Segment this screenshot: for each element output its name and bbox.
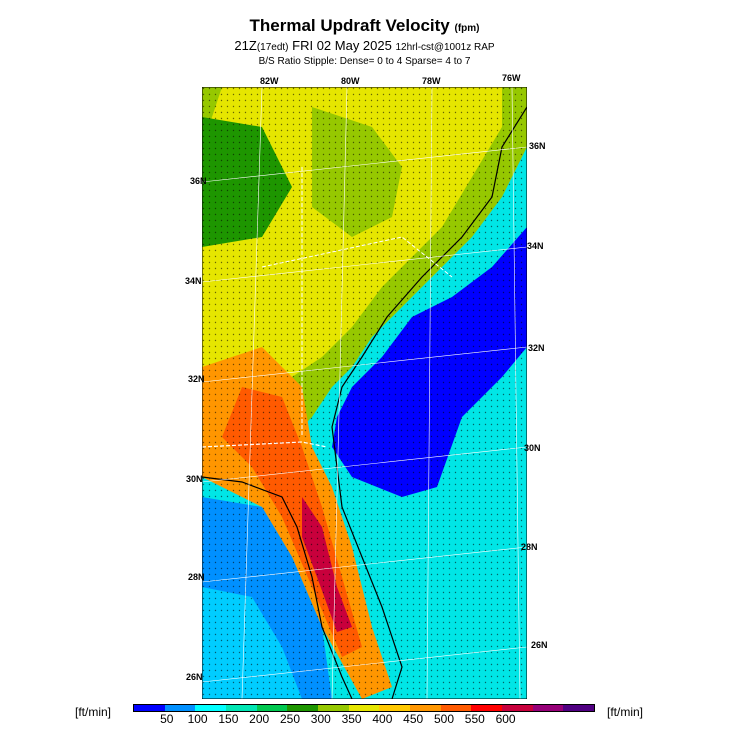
colorbar-swatch [532,705,564,711]
title-unit: (fpm) [454,23,480,34]
colorbar-unit-right: [ft/min] [607,705,644,719]
colorbar-swatch [471,705,503,711]
gulf-coastline [202,476,353,699]
state-border-fl [202,441,328,448]
lat-label-left-34n: 34N [185,276,202,286]
coastline [331,106,527,699]
lat-label-right-32n: 32N [528,343,545,353]
lat-label-right-30n: 30N [524,443,541,453]
colorbar-tick-label: 550 [464,712,485,726]
lat-lon-grid [202,87,527,699]
lon-label-80w: 80W [341,76,360,86]
colorbar-tick-label: 450 [403,712,424,726]
colorbar-swatch [256,705,288,711]
lat-label-right-36n: 36N [529,141,546,151]
colorbar-tick-label: 350 [341,712,362,726]
colorbar [133,704,595,712]
colorbar-swatch [134,705,165,711]
subtitle-model: 12hrl-cst@1001z RAP [395,42,495,53]
lat-label-left-26n: 26N [186,672,203,682]
lon-label-76w: 76W [502,73,521,83]
colorbar-tick-label: 600 [495,712,516,726]
stipple-note: B/S Ratio Stipple: Dense= 0 to 4 Sparse=… [258,56,471,67]
colorbar-tick-label: 300 [310,712,331,726]
colorbar-tick-label: 150 [218,712,239,726]
subtitle-date: FRI 02 May 2025 [292,38,392,53]
colorbar-tick-label: 100 [187,712,208,726]
colorbar-tick-label: 400 [372,712,393,726]
colorbar-swatch [348,705,380,711]
subtitle-time: 21Z [234,38,257,53]
colorbar-swatch [318,705,349,711]
colorbar-swatch [410,705,441,711]
colorbar-swatch [379,705,411,711]
lat-label-left-32n: 32N [188,374,205,384]
lat-label-left-36n: 36N [190,176,207,186]
lon-label-78w: 78W [422,76,441,86]
stipple-overlay [202,87,527,699]
colorbar-swatch [226,705,257,711]
lat-label-right-28n: 28N [521,542,538,552]
lat-label-left-30n: 30N [186,474,203,484]
colorbar-tick-label: 500 [433,712,455,726]
subtitle-line: 21Z(17edt) FRI 02 May 2025 12hrl-cst@100… [0,38,729,53]
colorbar-unit-left: [ft/min] [75,705,112,719]
subtitle-edt: (17edt) [256,42,289,53]
lat-label-left-28n: 28N [188,572,205,582]
colorbar-tick-label: 250 [279,712,301,726]
colorbar-swatch [563,705,595,711]
lat-label-right-34n: 34N [527,241,544,251]
colorbar-swatch [195,705,227,711]
lon-label-82w: 82W [260,76,279,86]
title-text: Thermal Updraft Velocity [249,16,450,35]
thermal-map [202,87,527,699]
colorbar-swatch [502,705,533,711]
lat-label-right-26n: 26N [531,640,548,650]
colorbar-swatch [287,705,319,711]
colorbar-tick-label: 50 [160,712,174,726]
colorbar-tick-label: 200 [249,712,270,726]
colorbar-swatch [164,705,196,711]
colorbar-swatch [440,705,472,711]
chart-title: Thermal Updraft Velocity (fpm) [0,16,729,36]
